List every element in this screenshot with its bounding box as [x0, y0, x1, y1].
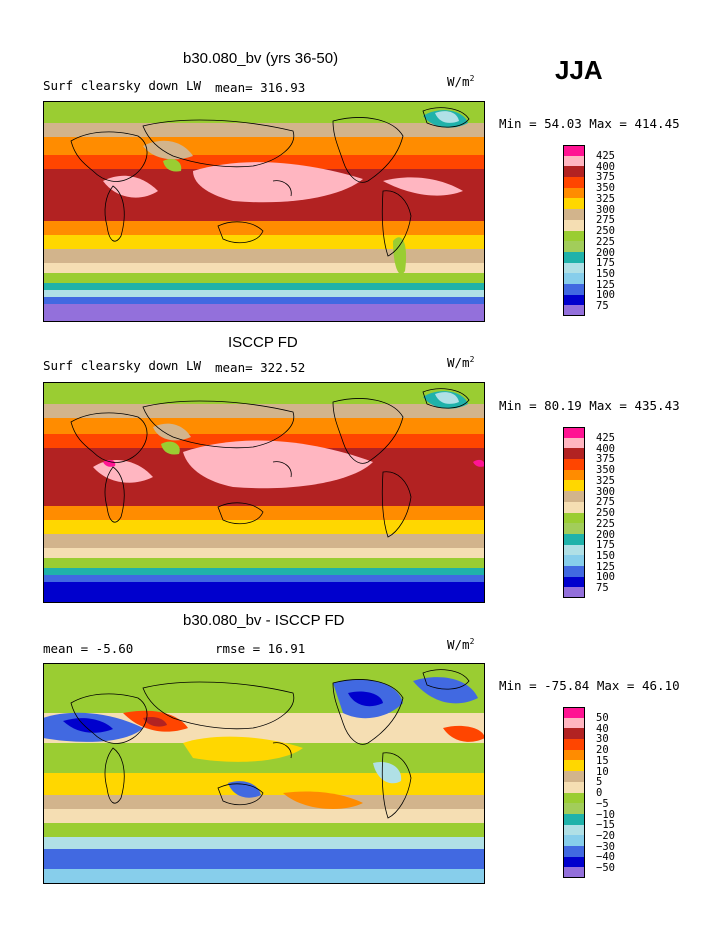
panel2-tick: 100	[596, 571, 615, 583]
panel1-tick: 325	[596, 193, 615, 205]
panel3-title: b30.080_bv - ISCCP FD	[183, 612, 345, 629]
panel1-minmax: Min = 54.03 Max = 414.45	[499, 116, 680, 131]
panel3-tick: 5	[596, 776, 603, 788]
panel3-units: W/m2	[447, 637, 475, 653]
panel2-tick: 400	[596, 443, 615, 455]
panel2-tick: 225	[596, 518, 615, 530]
panel1-tick: 150	[596, 268, 615, 280]
panel1-tick: 275	[596, 214, 615, 226]
panel2-minmax: Min = 80.19 Max = 435.43	[499, 398, 680, 413]
panel3-tick: 30	[596, 733, 609, 745]
panel3-colorbar	[563, 707, 585, 878]
panel1-tick: 75	[596, 300, 609, 312]
panel2-tick: 175	[596, 539, 615, 551]
panel3-tick: −50	[596, 862, 615, 874]
panel1-tick: 350	[596, 182, 615, 194]
panel1-tick: 225	[596, 236, 615, 248]
panel2-title: ISCCP FD	[228, 334, 298, 351]
panel1-title: b30.080_bv (yrs 36-50)	[183, 50, 339, 67]
panel1-colorbar	[563, 145, 585, 316]
panel2-field-label: Surf clearsky down LW	[43, 358, 202, 373]
panel3-tick: −10	[596, 809, 615, 821]
panel2-tick: 200	[596, 529, 615, 541]
season-label: JJA	[555, 55, 603, 85]
panel3-rmse: rmse = 16.91	[215, 641, 306, 656]
panel2-tick: 375	[596, 453, 615, 465]
panel2-tick: 325	[596, 475, 615, 487]
panel1-tick: 300	[596, 204, 615, 216]
panel1-tick: 175	[596, 257, 615, 269]
panel3-tick: 15	[596, 755, 609, 767]
panel1-tick: 425	[596, 150, 615, 162]
panel2-tick: 150	[596, 550, 615, 562]
panel1-field-label: Surf clearsky down LW	[43, 78, 202, 93]
panel3-map	[43, 663, 485, 884]
panel1-tick: 375	[596, 171, 615, 183]
panel3-tick: −15	[596, 819, 615, 831]
panel2-mean: mean= 322.52	[215, 360, 306, 375]
panel3-minmax: Min = -75.84 Max = 46.10	[499, 678, 680, 693]
panel1-tick: 400	[596, 161, 615, 173]
panel1-mean: mean= 316.93	[215, 80, 306, 95]
panel2-units: W/m2	[447, 355, 475, 371]
panel3-tick: 40	[596, 723, 609, 735]
panel1-map	[43, 101, 485, 322]
panel3-tick: −5	[596, 798, 609, 810]
panel2-colorbar	[563, 427, 585, 598]
panel1-tick: 125	[596, 279, 615, 291]
panel2-tick: 425	[596, 432, 615, 444]
panel3-tick: 20	[596, 744, 609, 756]
panel1-tick: 100	[596, 289, 615, 301]
panel1-units: W/m2	[447, 74, 475, 90]
panel2-tick: 125	[596, 561, 615, 573]
panel2-tick: 300	[596, 486, 615, 498]
panel2-tick: 275	[596, 496, 615, 508]
panel3-tick: 10	[596, 766, 609, 778]
panel2-tick: 250	[596, 507, 615, 519]
panel2-map	[43, 382, 485, 603]
panel3-tick: −40	[596, 851, 615, 863]
panel3-tick: 50	[596, 712, 609, 724]
panel2-tick: 75	[596, 582, 609, 594]
panel1-tick: 250	[596, 225, 615, 237]
panel1-tick: 200	[596, 247, 615, 259]
panel2-tick: 350	[596, 464, 615, 476]
panel3-tick: −30	[596, 841, 615, 853]
panel3-tick: 0	[596, 787, 603, 799]
panel3-mean: mean = -5.60	[43, 641, 134, 656]
panel3-tick: −20	[596, 830, 615, 842]
